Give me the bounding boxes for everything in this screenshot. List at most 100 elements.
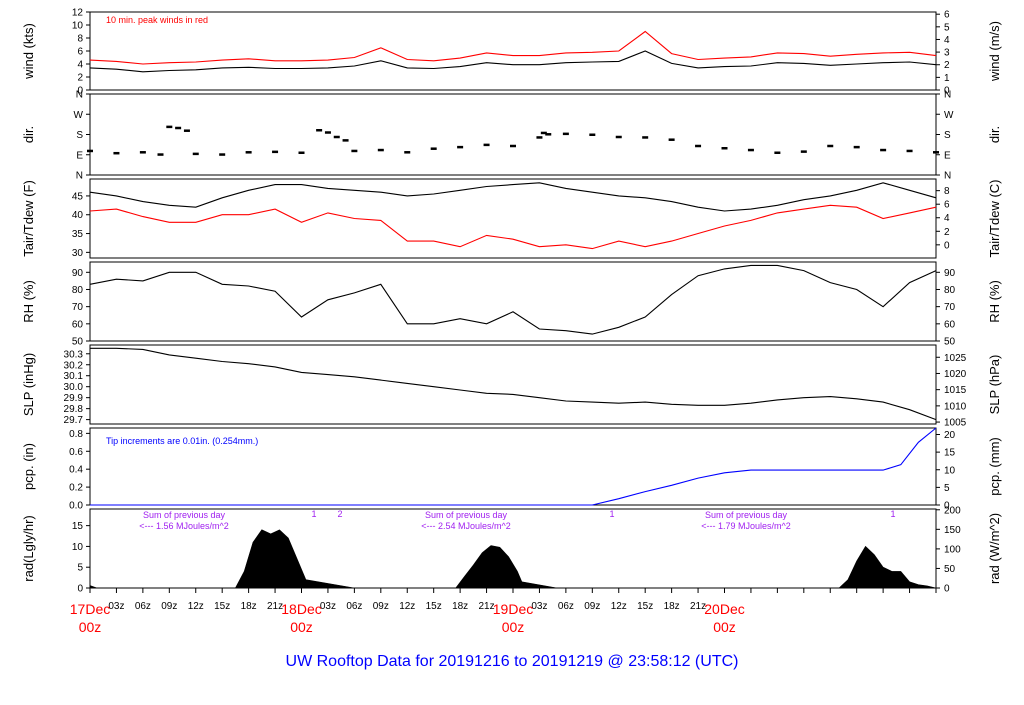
direction-point (113, 151, 120, 155)
left-tick-label: 0.8 (69, 429, 83, 440)
left-tick-label: 30 (72, 248, 84, 259)
right-tick-label: 90 (944, 268, 956, 279)
right-tick-label: 0 (944, 584, 950, 595)
right-tick-label: 1010 (944, 401, 967, 412)
daily-sum-line2: <--- 2.54 MJoules/m^2 (421, 521, 511, 531)
right-tick-label: N (944, 90, 951, 101)
right-tick-label: 15 (944, 448, 956, 459)
x-day-hour-label: 00z (713, 619, 736, 635)
left-tick-label: W (74, 110, 84, 121)
right-tick-label: 0 (944, 86, 950, 97)
direction-point (157, 153, 164, 156)
left-axis-label: dir. (21, 126, 36, 143)
right-tick-label: 6 (944, 200, 950, 211)
left-tick-label: 0.0 (69, 501, 83, 512)
direction-point (272, 150, 279, 154)
x-day-label: 20Dec (704, 601, 744, 617)
left-tick-label: 35 (72, 229, 84, 240)
panel-frame (89, 178, 937, 259)
x-day-hour-label: 00z (79, 619, 102, 635)
panel-slp: 29.729.829.930.030.130.230.3 1005 1010 1015… (21, 344, 1002, 429)
right-tick-label: 5 (944, 22, 950, 33)
right-tick-label: 5 (944, 483, 950, 494)
direction-point (880, 148, 887, 152)
direction-point (342, 139, 349, 142)
right-tick-label: 4 (944, 213, 950, 224)
peak-marker: 1 (609, 509, 614, 519)
x-hour-label: 03z (108, 601, 124, 612)
right-tick-label: E (944, 150, 951, 161)
direction-point (668, 138, 675, 141)
left-tick-label: N (76, 171, 83, 182)
left-tick-label: E (76, 150, 83, 161)
direction-point (351, 149, 358, 153)
direction-point (721, 147, 728, 150)
right-tick-label: 10 (944, 465, 956, 476)
left-tick-label: 60 (72, 319, 84, 330)
x-hour-label: 06z (135, 601, 151, 612)
direction-point (166, 125, 173, 129)
left-tick-label: 0.2 (69, 483, 83, 494)
peak-marker: 1 (890, 509, 895, 519)
direction-point (827, 144, 834, 148)
x-hour-label: 21z (690, 601, 706, 612)
panel-frame (89, 93, 937, 176)
x-hour-label: 06z (346, 601, 362, 612)
right-tick-label: 8 (944, 186, 950, 197)
direction-point (457, 145, 464, 149)
peak-marker: 2 (337, 509, 342, 519)
left-tick-label: 29.9 (64, 393, 84, 404)
right-tick-label: N (944, 171, 951, 182)
x-day-label: 18Dec (281, 601, 321, 617)
right-tick-label: W (944, 110, 954, 121)
right-tick-label: 4 (944, 35, 950, 46)
direction-point (316, 129, 323, 132)
left-axis-label: pcp. (in) (21, 443, 36, 490)
series-line-temp-1 (89, 204, 937, 250)
x-hour-label: 03z (531, 601, 547, 612)
direction-point (377, 148, 384, 152)
direction-point (404, 151, 411, 154)
chart-title: UW Rooftop Data for 20191216 to 20191219… (286, 653, 739, 670)
daily-sum-line1: Sum of previous day (143, 510, 226, 520)
direction-point (175, 126, 182, 130)
right-tick-label: 100 (944, 544, 961, 555)
right-tick-label: 2 (944, 227, 950, 238)
left-tick-label: 6 (77, 47, 83, 58)
direction-point (245, 151, 252, 154)
left-tick-label: 70 (72, 302, 84, 313)
left-tick-label: 30.3 (64, 349, 84, 360)
x-day-hour-label: 00z (502, 619, 525, 635)
direction-point (540, 131, 547, 135)
series-line-pcp-0 (90, 427, 937, 506)
x-hour-label: 09z (373, 601, 389, 612)
series-line-temp-0 (89, 182, 937, 212)
right-tick-label: 2 (944, 60, 950, 71)
panel-pcp: 0.0 0.2 0.4 0.6 0.8 0 5 10 15 20 pcp. (in) pcp. (mm… (21, 427, 1002, 512)
x-hour-label: 03z (320, 601, 336, 612)
direction-point (183, 129, 190, 132)
left-axis-label: wind (kts) (21, 23, 36, 80)
x-hour-label: 09z (161, 601, 177, 612)
x-hour-label: 21z (267, 601, 283, 612)
right-tick-label: 50 (944, 337, 956, 348)
daily-sum-line2: <--- 1.79 MJoules/m^2 (701, 521, 791, 531)
direction-point (695, 144, 702, 148)
x-hour-label: 18z (664, 601, 680, 612)
right-tick-label: 1005 (944, 418, 967, 429)
right-axis-label: Tair/Tdew (C) (987, 179, 1002, 257)
left-axis-label: Tair/Tdew (F) (21, 180, 36, 257)
left-tick-label: S (76, 130, 83, 141)
left-tick-label: 0.4 (69, 465, 83, 476)
x-hour-label: 12z (611, 601, 627, 612)
x-day-hour-label: 00z (290, 619, 313, 635)
right-tick-label: 60 (944, 319, 956, 330)
panel-frame (89, 261, 937, 342)
x-day-label: 17Dec (70, 601, 110, 617)
direction-point (324, 131, 331, 134)
direction-point (642, 136, 649, 139)
right-tick-label: 200 (944, 505, 961, 516)
